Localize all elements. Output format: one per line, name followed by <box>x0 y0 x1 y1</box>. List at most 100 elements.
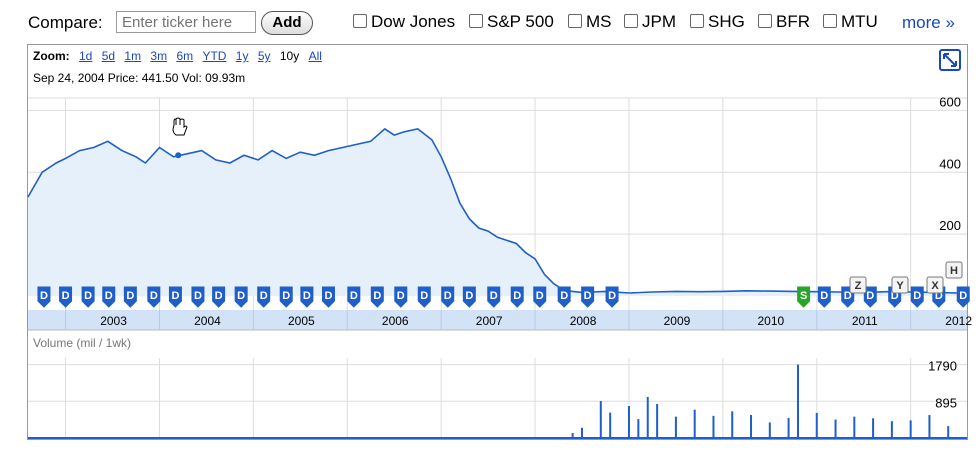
zoom-5y[interactable]: 5y <box>257 49 271 63</box>
dividend-flag[interactable]: D <box>123 286 137 308</box>
flag-letter: D <box>935 290 943 302</box>
volume-bar <box>750 415 753 438</box>
checkbox[interactable] <box>624 14 638 28</box>
flag-letter: D <box>84 290 92 302</box>
volume-bar <box>693 409 696 438</box>
volume-bar <box>890 421 893 438</box>
checkbox[interactable] <box>758 14 772 28</box>
flag-letter: D <box>325 290 333 302</box>
zoom-3m[interactable]: 3m <box>150 49 168 63</box>
annotation-box <box>945 261 963 279</box>
flag-letter: D <box>40 290 48 302</box>
compare-bfr[interactable]: BFR <box>758 12 810 32</box>
flag-shape <box>533 286 547 308</box>
flag-shape <box>191 286 205 308</box>
dividend-flag[interactable]: D <box>321 286 335 308</box>
volume-bar <box>599 401 602 438</box>
compare-label: Compare: <box>28 13 103 32</box>
flag-shape <box>956 286 970 308</box>
dividend-flag[interactable]: D <box>234 286 248 308</box>
dividend-flag[interactable]: D <box>956 286 970 308</box>
compare-shg[interactable]: SHG <box>690 12 745 32</box>
zoom-all[interactable]: All <box>308 49 322 63</box>
annotation-h[interactable]: H <box>945 261 963 279</box>
flag-letter: D <box>150 290 158 302</box>
year-tick-label: 2004 <box>194 314 221 328</box>
dividend-flag[interactable]: D <box>581 286 595 308</box>
compare-mtu[interactable]: MTU <box>823 12 878 32</box>
zoom-5d[interactable]: 5d <box>101 49 116 63</box>
dividend-flag[interactable]: D <box>533 286 547 308</box>
dividend-flag[interactable]: D <box>81 286 95 308</box>
dividend-flag[interactable]: D <box>910 286 924 308</box>
dividend-flag[interactable]: D <box>147 286 161 308</box>
volume-bar <box>909 420 912 438</box>
dividend-flag[interactable]: D <box>605 286 619 308</box>
checkbox[interactable] <box>353 14 367 28</box>
flag-letter: D <box>536 290 544 302</box>
add-button[interactable]: Add <box>261 11 313 35</box>
checkbox[interactable] <box>690 14 704 28</box>
dividend-flag[interactable]: D <box>59 286 73 308</box>
annotation-x[interactable]: X <box>926 276 944 294</box>
annotation-y[interactable]: Y <box>891 276 909 294</box>
event-flags[interactable]: D D D D D D D D D D D D D D D D D D D D D D D D D D D D D D D D D S Z Y XH <box>37 261 970 308</box>
compare-sp500[interactable]: S&P 500 <box>469 12 554 32</box>
dividend-flag[interactable]: D <box>279 286 293 308</box>
dividend-flag[interactable]: D <box>300 286 314 308</box>
dividend-flag[interactable]: D <box>863 286 877 308</box>
checkbox[interactable] <box>823 14 837 28</box>
flag-shape <box>557 286 571 308</box>
flag-letter: D <box>126 290 134 302</box>
checkbox[interactable] <box>568 14 582 28</box>
dividend-flag[interactable]: D <box>462 286 476 308</box>
ticker-input[interactable] <box>116 11 256 33</box>
dividend-flag[interactable]: D <box>441 286 455 308</box>
dividend-flag[interactable]: D <box>487 286 501 308</box>
zoom-1m[interactable]: 1m <box>124 49 142 63</box>
dividend-flag[interactable]: D <box>191 286 205 308</box>
zoom-1y[interactable]: 1y <box>235 49 249 63</box>
flag-shape <box>37 286 51 308</box>
dividend-flag[interactable]: D <box>510 286 524 308</box>
price-info: Sep 24, 2004 Price: 441.50 Vol: 09.93m <box>33 71 246 85</box>
fullscreen-icon[interactable] <box>939 49 961 71</box>
dividend-flag[interactable]: D <box>557 286 571 308</box>
compare-dow-jones[interactable]: Dow Jones <box>353 12 455 32</box>
annotation-letter: X <box>931 280 939 292</box>
more-link[interactable]: more » <box>902 13 955 32</box>
flag-letter: D <box>215 290 223 302</box>
zoom-ytd[interactable]: YTD <box>202 49 227 63</box>
compare-ms[interactable]: MS <box>568 12 612 32</box>
flag-letter: D <box>444 290 452 302</box>
flag-shape <box>510 286 524 308</box>
flag-shape <box>279 286 293 308</box>
flag-letter: D <box>237 290 245 302</box>
volume-bar <box>796 364 799 438</box>
flag-letter: D <box>194 290 202 302</box>
dividend-flag[interactable]: D <box>37 286 51 308</box>
flag-letter: D <box>171 290 179 302</box>
dividend-flag[interactable]: D <box>102 286 116 308</box>
zoom-1d[interactable]: 1d <box>79 49 93 63</box>
checkbox[interactable] <box>469 14 483 28</box>
dividend-flag[interactable]: D <box>817 286 831 308</box>
dividend-flag[interactable]: D <box>257 286 271 308</box>
zoom-6m[interactable]: 6m <box>176 49 194 63</box>
compare-jpm[interactable]: JPM <box>624 12 676 32</box>
volume-bar <box>928 415 931 438</box>
volume-bar <box>834 419 837 438</box>
dividend-flag[interactable]: D <box>394 286 408 308</box>
dividend-flag[interactable]: D <box>168 286 182 308</box>
annotation-box <box>926 276 944 294</box>
price-tick-label: 400 <box>939 156 961 171</box>
dividend-flag[interactable]: D <box>347 286 361 308</box>
dividend-flag[interactable]: D <box>417 286 431 308</box>
flag-letter: D <box>260 290 268 302</box>
dividend-flag[interactable]: D <box>370 286 384 308</box>
split-flag[interactable]: S <box>797 286 811 308</box>
dividend-flag[interactable]: D <box>212 286 226 308</box>
annotation-z[interactable]: Z <box>849 276 867 294</box>
flag-letter: D <box>913 290 921 302</box>
